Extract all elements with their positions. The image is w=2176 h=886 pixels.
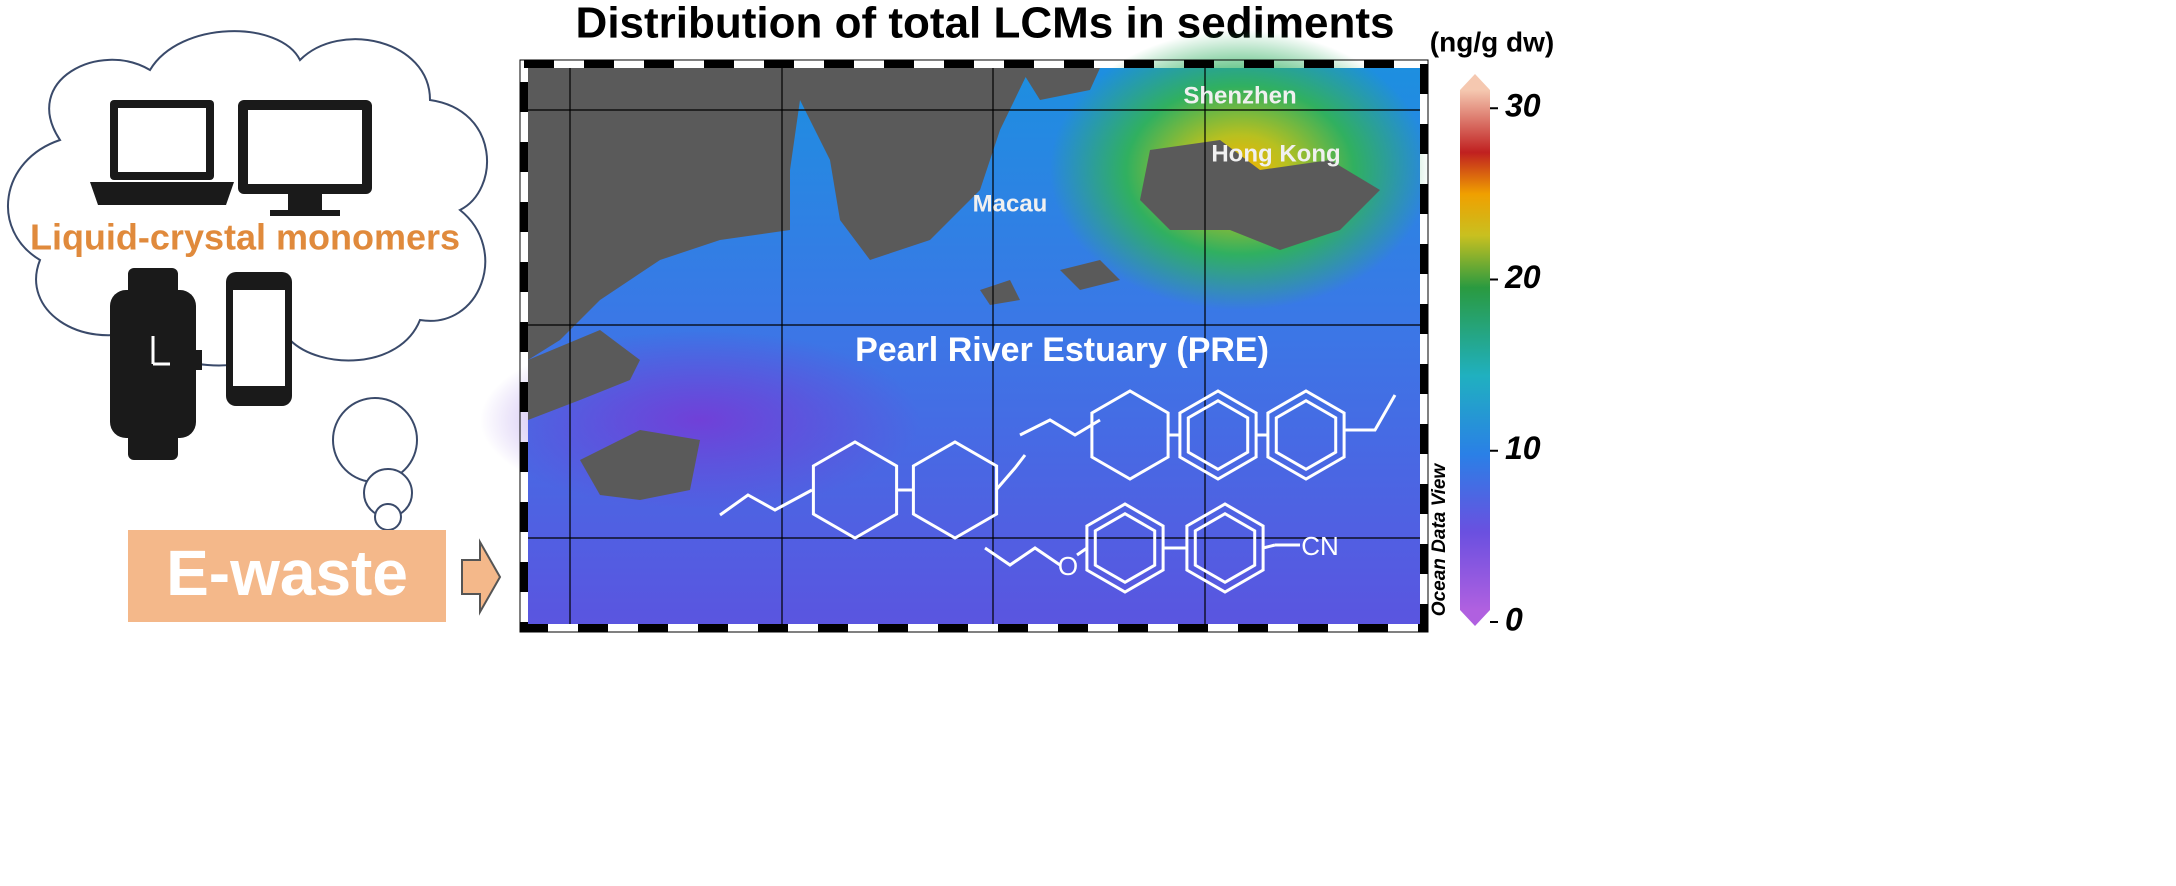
ring bbox=[1266, 389, 1346, 481]
region-label: Pearl River Estuary (PRE) bbox=[855, 331, 1269, 369]
arrow bbox=[461, 538, 502, 616]
colorbar bbox=[1460, 74, 1490, 626]
ring-inner bbox=[1093, 511, 1157, 585]
ring bbox=[811, 440, 899, 540]
ring bbox=[1185, 502, 1265, 594]
place-label: Macau bbox=[973, 190, 1048, 217]
atom-label: CN bbox=[1301, 531, 1339, 561]
colorbar-tick-label: 20 bbox=[1504, 259, 1541, 295]
source-box bbox=[128, 530, 446, 622]
ring bbox=[1085, 502, 1165, 594]
bond bbox=[994, 454, 1027, 491]
colorbar-tick-label: 0 bbox=[1505, 601, 1523, 637]
ring bbox=[1090, 389, 1170, 481]
credit: Ocean Data View bbox=[1429, 463, 1450, 617]
watch-face bbox=[151, 336, 170, 366]
ring-inner bbox=[1186, 398, 1250, 472]
colorbar-tick-label: 10 bbox=[1505, 430, 1541, 466]
ring bbox=[911, 440, 999, 540]
device-icons bbox=[90, 100, 372, 460]
place-label: Hong Kong bbox=[1211, 140, 1340, 167]
ring bbox=[1178, 389, 1258, 481]
ring-inner bbox=[1193, 511, 1257, 585]
map bbox=[480, 30, 1430, 633]
colorbar-tick-label: 30 bbox=[1505, 88, 1541, 124]
place-label: Shenzhen bbox=[1183, 82, 1296, 109]
unit: (ng/g dw) bbox=[1430, 26, 1554, 57]
bond bbox=[1262, 543, 1276, 550]
molecule-structures bbox=[719, 389, 1397, 594]
cloud-label: Liquid-crystal monomers bbox=[30, 217, 460, 258]
source-label: E-waste bbox=[166, 537, 408, 609]
ring-inner bbox=[1274, 398, 1338, 472]
bond bbox=[1076, 546, 1088, 557]
atom-label: O bbox=[1058, 551, 1078, 581]
